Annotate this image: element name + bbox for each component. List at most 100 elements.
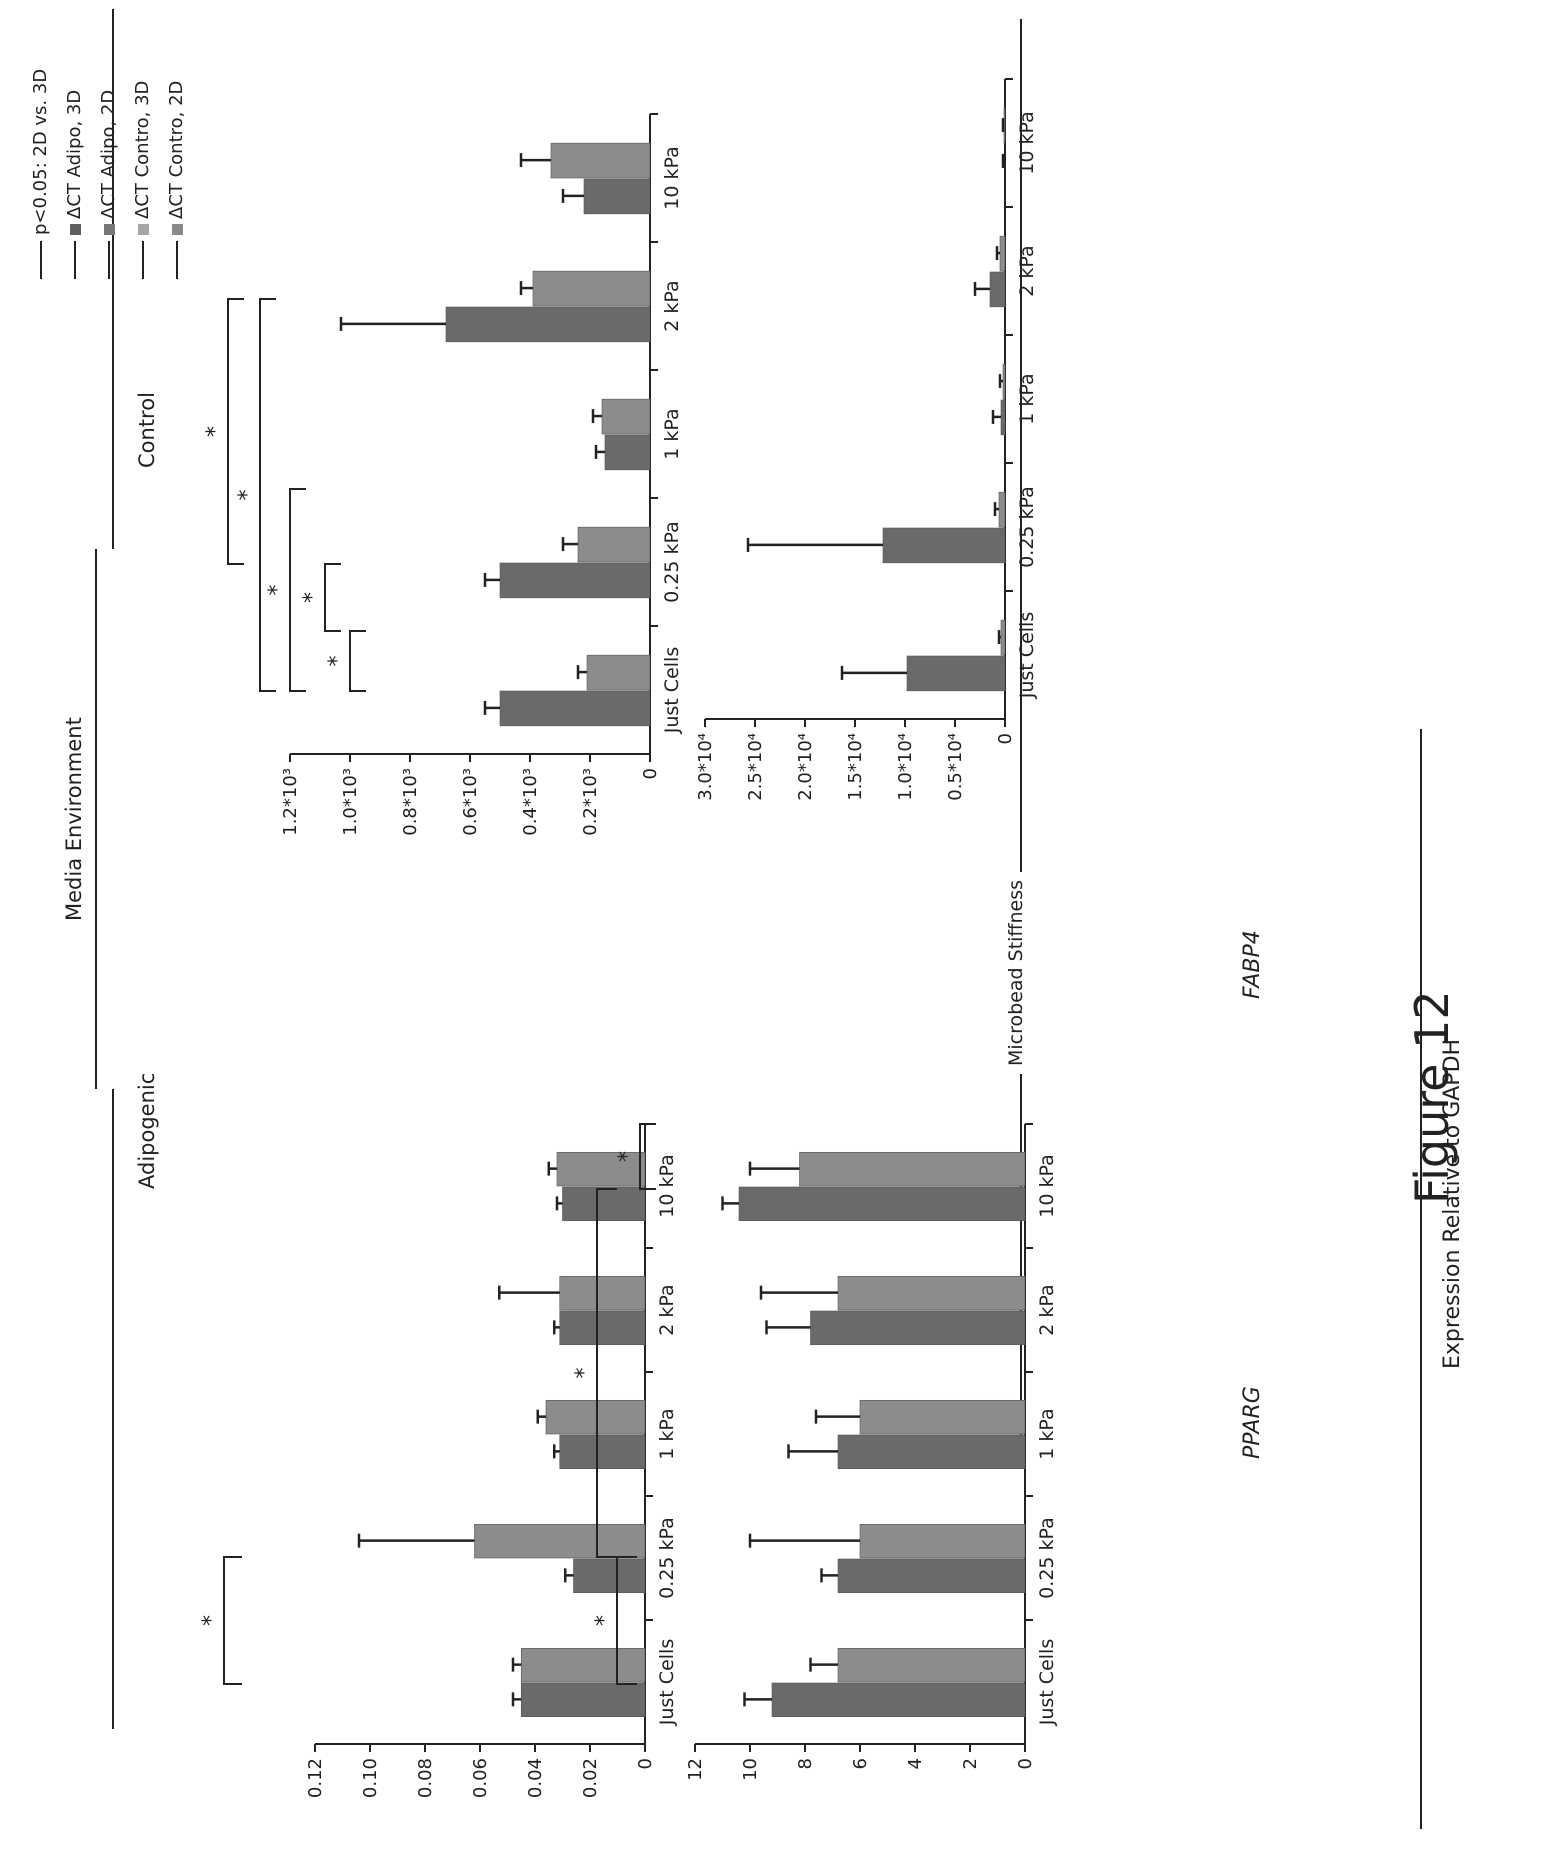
pparg-adipo-ytick-label: 0.08 xyxy=(415,1758,436,1798)
fabp4-control-bar xyxy=(882,527,1006,564)
legend-label: ΔCT Adipo, 3D xyxy=(64,89,85,219)
fabp4-adipo-xtick-label: 2 kPa xyxy=(1036,1284,1058,1335)
fabp4-adipo-sig-bracket-2-star: * xyxy=(572,1368,597,1379)
fabp4-adipo-bar xyxy=(837,1275,1026,1311)
pparg-control-bar xyxy=(601,398,651,435)
figure-title: Figure 12 xyxy=(1405,990,1459,1204)
fabp4-control-ytick-label: 1.0*10⁴ xyxy=(895,733,916,801)
fabp4-adipo-xtick-label: 10 kPa xyxy=(1036,1154,1058,1217)
fabp4-control-ytick-label: 0.5*10⁴ xyxy=(945,733,966,801)
pparg-control-ytick-label: 0.6*10³ xyxy=(460,768,481,836)
fabp4-control-ytick-label: 2.0*10⁴ xyxy=(795,733,816,801)
pparg-adipo-bar xyxy=(520,1682,646,1718)
fabp4-adipo-bar xyxy=(799,1151,1026,1187)
fabp4-control-xtick-label: 10 kPa xyxy=(1016,111,1038,174)
fabp4-adipo-ytick-label: 8 xyxy=(795,1758,816,1769)
pparg-adipo-ytick-label: 0.02 xyxy=(580,1758,601,1798)
pparg-adipo-bar xyxy=(562,1186,646,1222)
pparg-adipo-ytick-label: 0 xyxy=(635,1758,656,1769)
fabp4-adipo-sig-bracket-1 xyxy=(616,1556,637,1685)
fabp4-adipo-xtick-label: 1 kPa xyxy=(1036,1408,1058,1459)
pparg-control-sig-bracket-2 xyxy=(324,563,341,632)
pparg-adipo-bar xyxy=(545,1399,646,1435)
legend-label: p<0.05: 2D vs. 3D xyxy=(30,68,51,235)
fabp4-adipo-ytick-label: 12 xyxy=(685,1758,706,1781)
fabp4-adipo-ytick-label: 4 xyxy=(905,1758,926,1769)
fabp4-control-bar xyxy=(998,491,1006,528)
fabp4-adipo-bar xyxy=(771,1682,1026,1718)
pparg-control-bar xyxy=(445,306,651,343)
pparg-control-bar xyxy=(583,178,651,215)
legend-line xyxy=(108,241,110,279)
pparg-control-bar xyxy=(577,526,651,563)
legend-line xyxy=(142,241,144,279)
legend-item: p<0.05: 2D vs. 3D xyxy=(30,69,51,279)
fabp4-control-ytick-label: 3.0*10⁴ xyxy=(695,733,716,801)
pparg-control-ytick-label: 0 xyxy=(640,768,661,779)
legend-label: ΔCT Contro, 2D xyxy=(166,80,187,219)
pparg-control-sig-bracket-1 xyxy=(349,630,366,692)
pparg-control-sig-bracket-4-star: * xyxy=(235,490,260,501)
pparg-control-sig-bracket-3-star: * xyxy=(265,585,290,596)
pparg-adipo-xtick-label: 10 kPa xyxy=(656,1154,678,1217)
fabp4-control-bar xyxy=(989,271,1006,308)
pparg-control-xtick-label: 2 kPa xyxy=(661,280,683,331)
pparg-adipo-bar xyxy=(474,1523,646,1559)
fabp4-adipo-ytick-label: 10 xyxy=(740,1758,761,1781)
fabp4-control-ytick-label: 0 xyxy=(995,733,1016,744)
pparg-adipo-bar xyxy=(559,1434,646,1470)
legend-swatch xyxy=(103,224,115,235)
pparg-control-ytick-label: 0.2*10³ xyxy=(580,768,601,836)
fabp4-control-bar xyxy=(906,655,1006,692)
fabp4-adipo-bar xyxy=(738,1186,1026,1222)
pparg-adipo-sig-bracket-star: * xyxy=(199,1615,224,1626)
legend-swatch xyxy=(69,224,81,235)
pparg-adipo-sig-bracket xyxy=(223,1556,242,1685)
fabp4-control-bar xyxy=(999,235,1006,272)
pparg-control-xtick-label: Just Cells xyxy=(661,647,683,734)
legend-label: ΔCT Adipo, 2D xyxy=(98,89,119,219)
fabp4-control-xtick-label: 1 kPa xyxy=(1016,373,1038,424)
fabp4-control-xtick-label: 0.25 kPa xyxy=(1016,486,1038,568)
pparg-control-ytick-label: 0.4*10³ xyxy=(520,768,541,836)
pparg-adipo-bar xyxy=(573,1558,646,1594)
pparg-control-xtick-label: 0.25 kPa xyxy=(661,521,683,603)
pparg-control-sig-bracket-5 xyxy=(227,298,244,565)
fabp4-adipo-sig-bracket-2 xyxy=(596,1188,617,1558)
pparg-control-ytick-label: 0.8*10³ xyxy=(400,768,421,836)
pparg-adipo-ytick-label: 0.12 xyxy=(305,1758,326,1798)
pparg-adipo-bar xyxy=(559,1310,646,1346)
pparg-adipo-bar xyxy=(559,1275,646,1311)
fabp4-adipo-ytick-label: 6 xyxy=(850,1758,871,1769)
fabp4-adipo-bar xyxy=(837,1434,1026,1470)
pparg-control-xtick-label: 10 kPa xyxy=(661,146,683,209)
pparg-adipo-xtick-label: 2 kPa xyxy=(656,1284,678,1335)
fabp4-adipo-ytick-label: 2 xyxy=(960,1758,981,1769)
pparg-adipo-xtick-label: 0.25 kPa xyxy=(656,1517,678,1599)
pparg-control-bar xyxy=(586,654,651,691)
legend-swatch xyxy=(137,224,149,235)
pparg-control-sig-bracket-2-star: * xyxy=(300,592,325,603)
fabp4-control-xtick-label: 2 kPa xyxy=(1016,245,1038,296)
fabp4-control-xtick-label: Just Cells xyxy=(1016,612,1038,699)
fabp4-adipo-bar xyxy=(837,1647,1026,1683)
fabp4-control-ytick-label: 1.5*10⁴ xyxy=(845,733,866,801)
pparg-control-bar xyxy=(499,562,651,599)
fabp4-control-bar xyxy=(1000,399,1006,436)
fabp4-control-bar xyxy=(1000,619,1006,656)
fabp4-adipo-xtick-label: 0.25 kPa xyxy=(1036,1517,1058,1599)
legend-line xyxy=(74,241,76,279)
pparg-adipo-ytick-label: 0.06 xyxy=(470,1758,491,1798)
pparg-adipo-xtick-label: Just Cells xyxy=(656,1639,678,1726)
fabp4-adipo-bar xyxy=(810,1310,1026,1346)
pparg-control-bar xyxy=(604,434,651,471)
pparg-control-bar xyxy=(499,690,651,727)
fabp4-adipo-sig-bracket-1-star: * xyxy=(592,1615,617,1626)
pparg-adipo-xtick-label: 1 kPa xyxy=(656,1408,678,1459)
fabp4-control-bar xyxy=(1002,363,1006,400)
fabp4-adipo-sig-bracket-3 xyxy=(639,1123,656,1190)
fabp4-adipo-bar xyxy=(859,1399,1026,1435)
